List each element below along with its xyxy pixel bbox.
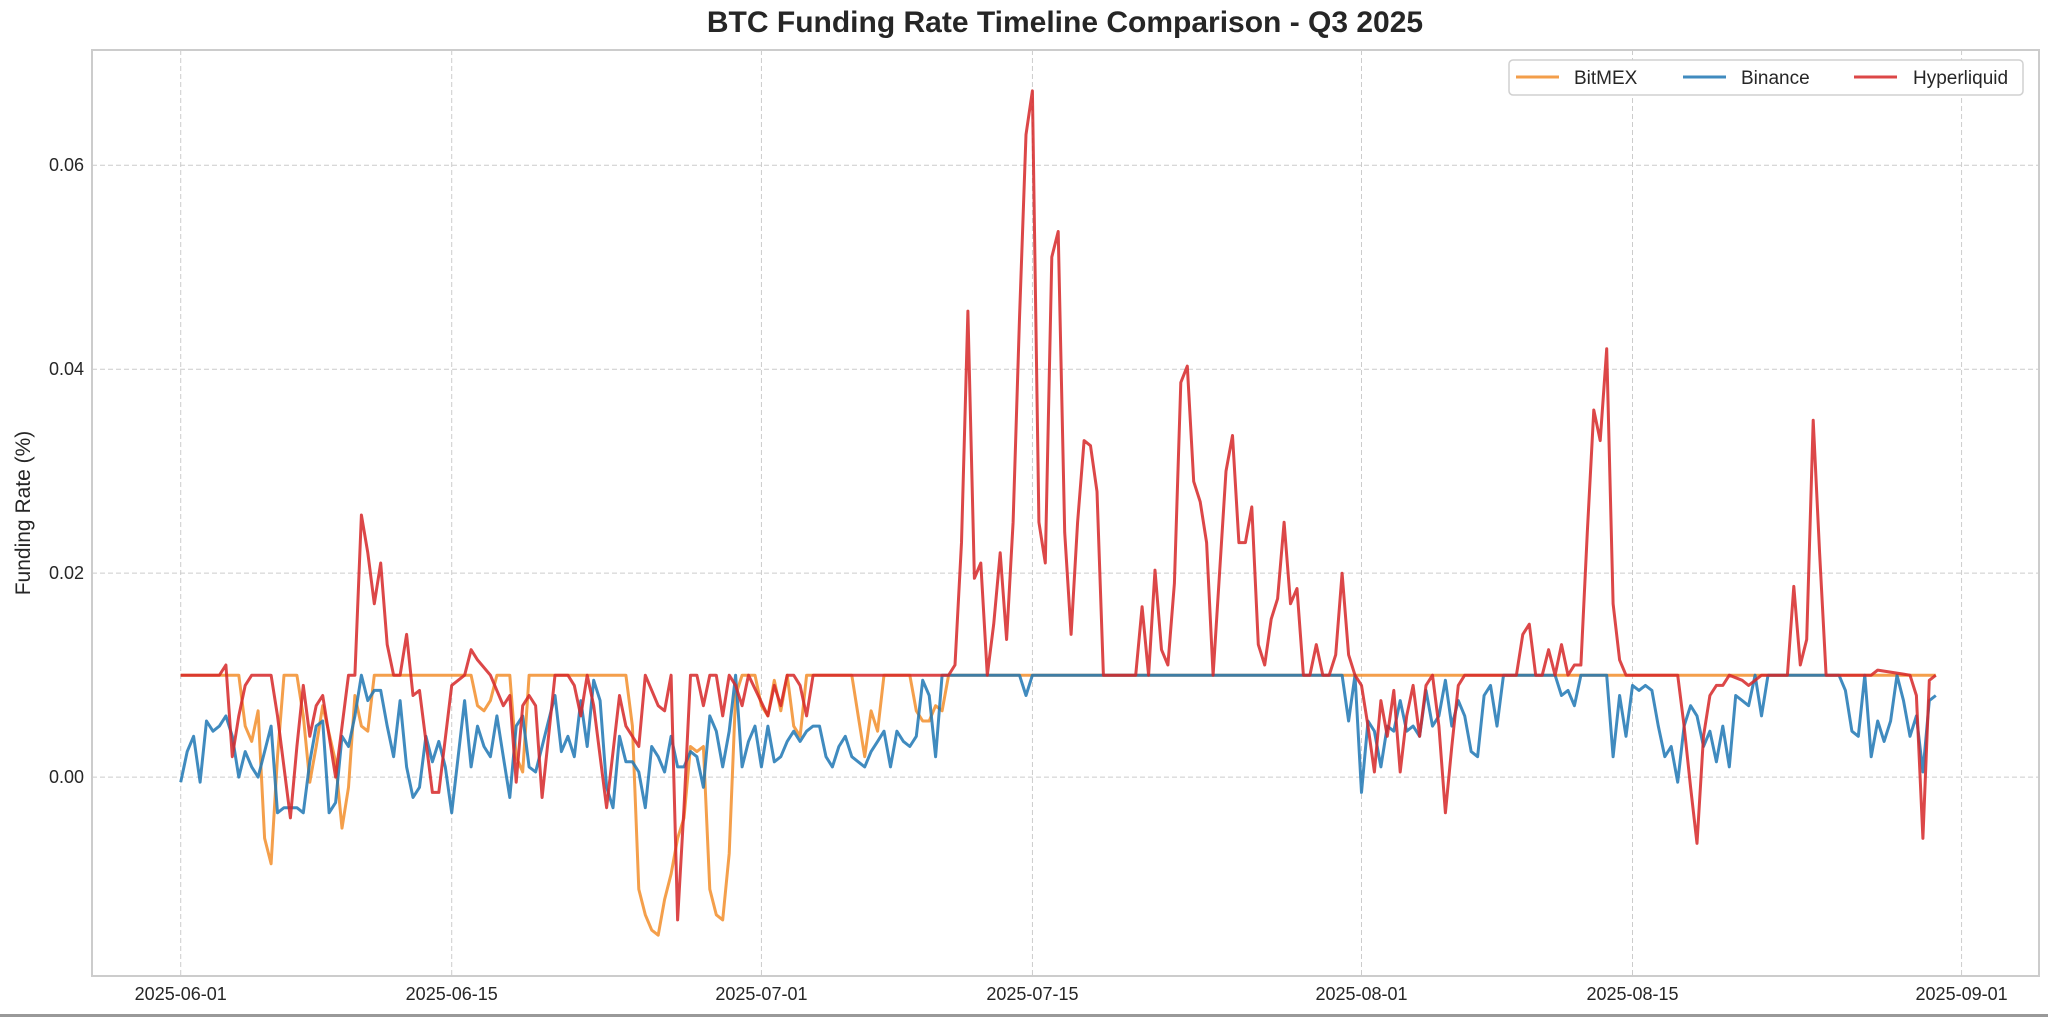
legend: BitMEX Binance Hyperliquid	[1508, 59, 2024, 96]
series-line-bitmex	[180, 673, 1936, 937]
x-tick-label: 2025-06-15	[406, 984, 498, 1004]
x-tick-label: 2025-07-15	[986, 984, 1078, 1004]
x-tick-label: 2025-06-01	[135, 984, 227, 1004]
series-lines	[179, 89, 1937, 937]
y-tick-label: 0.00	[49, 767, 84, 787]
chart-title: BTC Funding Rate Timeline Comparison - Q…	[707, 6, 1423, 39]
legend-frame	[1508, 59, 2024, 96]
series-line-hyperliquid	[180, 89, 1937, 922]
y-tick-label: 0.04	[49, 359, 84, 379]
window-bottom-border	[0, 1014, 2048, 1017]
y-tick-label: 0.02	[49, 563, 84, 583]
series-line-binance	[179, 673, 1937, 815]
y-axis-label: Funding Rate (%)	[12, 431, 35, 596]
y-tick-label: 0.06	[49, 155, 84, 175]
plot-area-frame	[91, 49, 2040, 977]
x-tick-label: 2025-07-01	[715, 984, 807, 1004]
x-tick-label: 2025-09-01	[1916, 984, 2008, 1004]
y-axis-ticks: 0.00 0.02 0.04 0.06	[49, 155, 84, 787]
x-tick-label: 2025-08-01	[1315, 984, 1407, 1004]
legend-label-hyperliquid: Hyperliquid	[1913, 68, 2008, 89]
x-tick-label: 2025-08-15	[1586, 984, 1678, 1004]
legend-label-binance: Binance	[1741, 68, 1810, 89]
x-axis-ticks: 2025-06-01 2025-06-15 2025-07-01 2025-07-15…	[135, 984, 2008, 1004]
grid	[92, 50, 2039, 976]
legend-label-bitmex: BitMEX	[1574, 68, 1638, 89]
